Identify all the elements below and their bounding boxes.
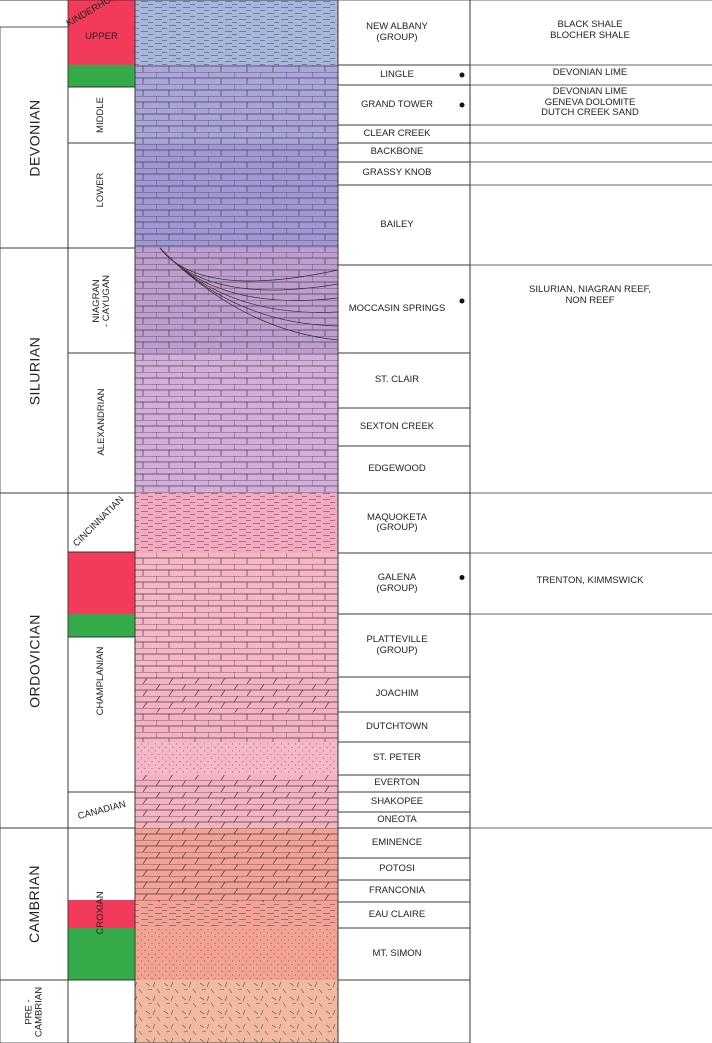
system-label: CAMBRIAN <box>25 865 42 943</box>
formation-label: JOACHIM <box>375 688 419 700</box>
lith-pattern <box>135 902 338 928</box>
lith-pattern <box>135 792 338 812</box>
note-text: TRENTON, KIMMSWICK <box>536 575 644 587</box>
formation-label: LINGLE <box>380 68 414 80</box>
formation-label: NEW ALBANY (GROUP) <box>366 21 428 43</box>
series-label: ALEXANDRIAN <box>95 388 107 456</box>
lith-pattern <box>135 812 338 828</box>
system-label: ORDOVICIAN <box>25 613 42 708</box>
lith-pattern <box>135 185 338 248</box>
formation-label: MAQUOKETA (GROUP) <box>367 511 427 533</box>
note-text: SILURIAN, NIAGRAN REEF, NON REEF <box>529 284 651 306</box>
series-block <box>68 552 135 614</box>
lith-pattern <box>135 712 338 742</box>
lith-pattern <box>135 928 338 980</box>
lith-pattern <box>135 553 338 614</box>
lith-pattern <box>135 353 338 408</box>
precambrian-pattern <box>135 980 338 1043</box>
formation-label: POTOSI <box>379 862 415 874</box>
lith-pattern <box>135 446 338 493</box>
lith-pattern <box>135 742 338 775</box>
formation-label: ST. PETER <box>372 752 422 764</box>
lith-pattern <box>135 880 338 902</box>
series-block <box>68 614 135 637</box>
formation-label: EAU CLAIRE <box>368 908 426 920</box>
series-block <box>68 928 135 980</box>
formation-label: BACKBONE <box>370 146 424 158</box>
formation-label: MOCCASIN SPRINGS <box>348 302 446 314</box>
system-label: SILURIAN <box>25 336 42 405</box>
formation-label: GRAND TOWER <box>361 98 433 110</box>
lith-pattern <box>135 493 338 553</box>
formation-label: FRANCONIA <box>369 884 425 896</box>
series-label: CHAMPLANIAN <box>94 646 106 716</box>
lith-pattern <box>135 408 338 446</box>
lith-pattern <box>135 775 338 792</box>
marker-dot <box>459 575 465 580</box>
lith-pattern <box>135 858 338 880</box>
system-label: PRE - CAMBRIAN <box>22 986 45 1037</box>
reef-line <box>159 247 339 341</box>
lith-pattern <box>135 0 338 65</box>
formation-label: EVERTON <box>374 777 420 789</box>
lith-pattern <box>135 677 338 712</box>
lith-pattern <box>135 162 338 185</box>
formation-label: DUTCHTOWN <box>365 720 429 732</box>
marker-dot <box>459 298 465 304</box>
series-label: UPPER <box>85 30 118 42</box>
formation-label: CLEAR CREEK <box>363 127 431 139</box>
series-label: LOWER <box>94 172 106 208</box>
series-block <box>68 900 135 928</box>
formation-label: PLATTEVILLE (GROUP) <box>366 634 428 656</box>
series-block <box>68 0 135 65</box>
note-text: DEVONIAN LIME <box>552 66 628 78</box>
formation-label: SEXTON CREEK <box>359 420 435 432</box>
marker-dot <box>459 102 465 108</box>
formation-cell <box>337 979 471 1043</box>
formation-label: MT. SIMON <box>372 947 422 959</box>
note-text: BLACK SHALE BLOCHER SHALE <box>550 19 630 41</box>
lith-pattern <box>135 85 338 125</box>
formation-label: GALENA (GROUP) <box>376 572 418 594</box>
formation-label: EMINENCE <box>371 836 423 848</box>
lith-pattern <box>135 65 338 85</box>
formation-label: GRASSY KNOB <box>362 167 432 179</box>
marker-dot <box>459 72 465 78</box>
note-text: DEVONIAN LIME GENEVA DOLOMITE DUTCH CREE… <box>541 86 639 119</box>
formation-label: BAILEY <box>380 218 414 230</box>
series-label: MIDDLE <box>94 97 106 133</box>
formation-label: ST. CLAIR <box>374 374 420 386</box>
lith-pattern <box>135 125 338 143</box>
formation-label: EDGEWOOD <box>368 463 426 475</box>
series-cell <box>67 979 136 1043</box>
series-label: NIAGRAN - CAYUGAN <box>90 274 113 328</box>
system-label: DEVONIAN <box>25 98 42 177</box>
lith-pattern <box>135 828 338 858</box>
lith-pattern <box>135 143 338 162</box>
series-label: CROXIAN <box>94 891 106 935</box>
formation-label: SHAKOPEE <box>370 795 424 807</box>
formation-label: ONEOTA <box>377 813 417 825</box>
lith-pattern <box>135 614 338 677</box>
series-block <box>68 65 135 87</box>
